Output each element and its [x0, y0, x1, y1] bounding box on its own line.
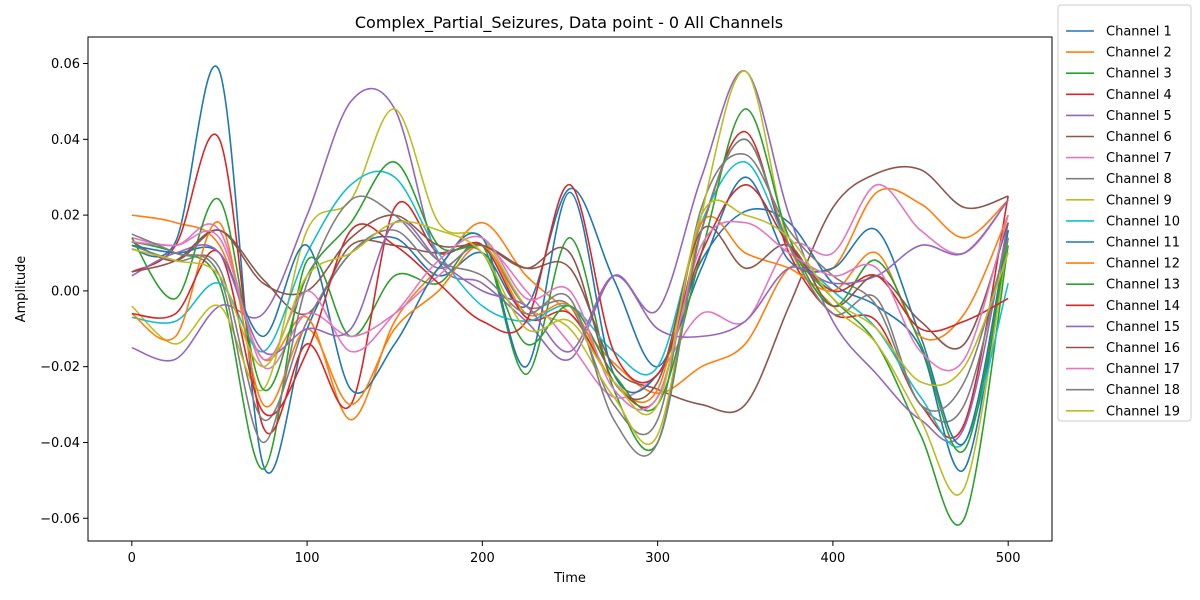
y-tick-label: 0.02 — [51, 209, 80, 224]
y-axis-label: Amplitude — [14, 256, 29, 323]
series-line-channel-19 — [131, 199, 1009, 416]
x-axis: 0 100 200 300 400 500 — [128, 541, 1021, 566]
legend-label-channel-18: Channel 18 — [1106, 383, 1180, 398]
legend-label-channel-6: Channel 6 — [1106, 130, 1172, 145]
legend-frame — [1057, 4, 1192, 422]
x-tick-label: 500 — [996, 551, 1021, 566]
y-tick-label: −0.04 — [40, 436, 80, 451]
legend: Channel 1 Channel 2 Channel 3 Channel 4 Chan… — [1057, 4, 1192, 422]
y-tick-label: 0.00 — [51, 284, 80, 299]
series-line-channel-18 — [131, 138, 1009, 457]
legend-label-channel-17: Channel 17 — [1106, 362, 1180, 377]
plot-frame — [87, 36, 1053, 542]
legend-label-channel-14: Channel 14 — [1106, 299, 1180, 314]
legend-label-channel-9: Channel 9 — [1106, 193, 1172, 208]
legend-label-channel-15: Channel 15 — [1106, 320, 1180, 335]
legend-label-channel-11: Channel 11 — [1106, 236, 1180, 251]
series-line-channel-5 — [131, 70, 1009, 443]
series-line-channel-12 — [131, 214, 1009, 408]
series-line-channel-4 — [131, 130, 1009, 439]
series-lines — [131, 65, 1009, 526]
legend-label-channel-10: Channel 10 — [1106, 214, 1180, 229]
x-tick-label: 400 — [820, 551, 845, 566]
legend-label-channel-13: Channel 13 — [1106, 278, 1180, 293]
legend-label-channel-1: Channel 1 — [1106, 25, 1172, 40]
series-line-channel-14 — [131, 183, 1009, 417]
plot-area — [87, 36, 1053, 542]
series-line-channel-11 — [131, 176, 1009, 446]
y-tick-label: 0.06 — [51, 57, 80, 72]
y-tick-label: −0.02 — [40, 360, 80, 375]
x-tick-label: 300 — [645, 551, 670, 566]
legend-label-channel-3: Channel 3 — [1106, 67, 1172, 82]
x-tick-label: 0 — [128, 551, 136, 566]
legend-label-channel-4: Channel 4 — [1106, 88, 1172, 103]
x-axis-label: Time — [553, 571, 586, 586]
series-line-channel-6 — [131, 165, 1009, 414]
x-tick-label: 100 — [295, 551, 320, 566]
legend-label-channel-16: Channel 16 — [1106, 341, 1180, 356]
legend-label-channel-5: Channel 5 — [1106, 109, 1172, 124]
y-tick-label: 0.04 — [51, 133, 80, 148]
legend-label-channel-2: Channel 2 — [1106, 46, 1172, 61]
legend-label-channel-19: Channel 19 — [1106, 404, 1180, 419]
series-line-channel-16 — [131, 214, 1009, 401]
x-tick-label: 200 — [470, 551, 495, 566]
y-tick-label: −0.06 — [40, 512, 80, 527]
chart-title: Complex_Partial_Seizures, Data point - 0… — [355, 13, 783, 33]
series-line-channel-17 — [131, 214, 1009, 411]
y-axis: −0.06 −0.04 −0.02 0.00 0.02 0.04 0.06 — [40, 57, 88, 527]
legend-label-channel-7: Channel 7 — [1106, 151, 1172, 166]
legend-label-channel-8: Channel 8 — [1106, 172, 1172, 187]
legend-label-channel-12: Channel 12 — [1106, 257, 1180, 272]
